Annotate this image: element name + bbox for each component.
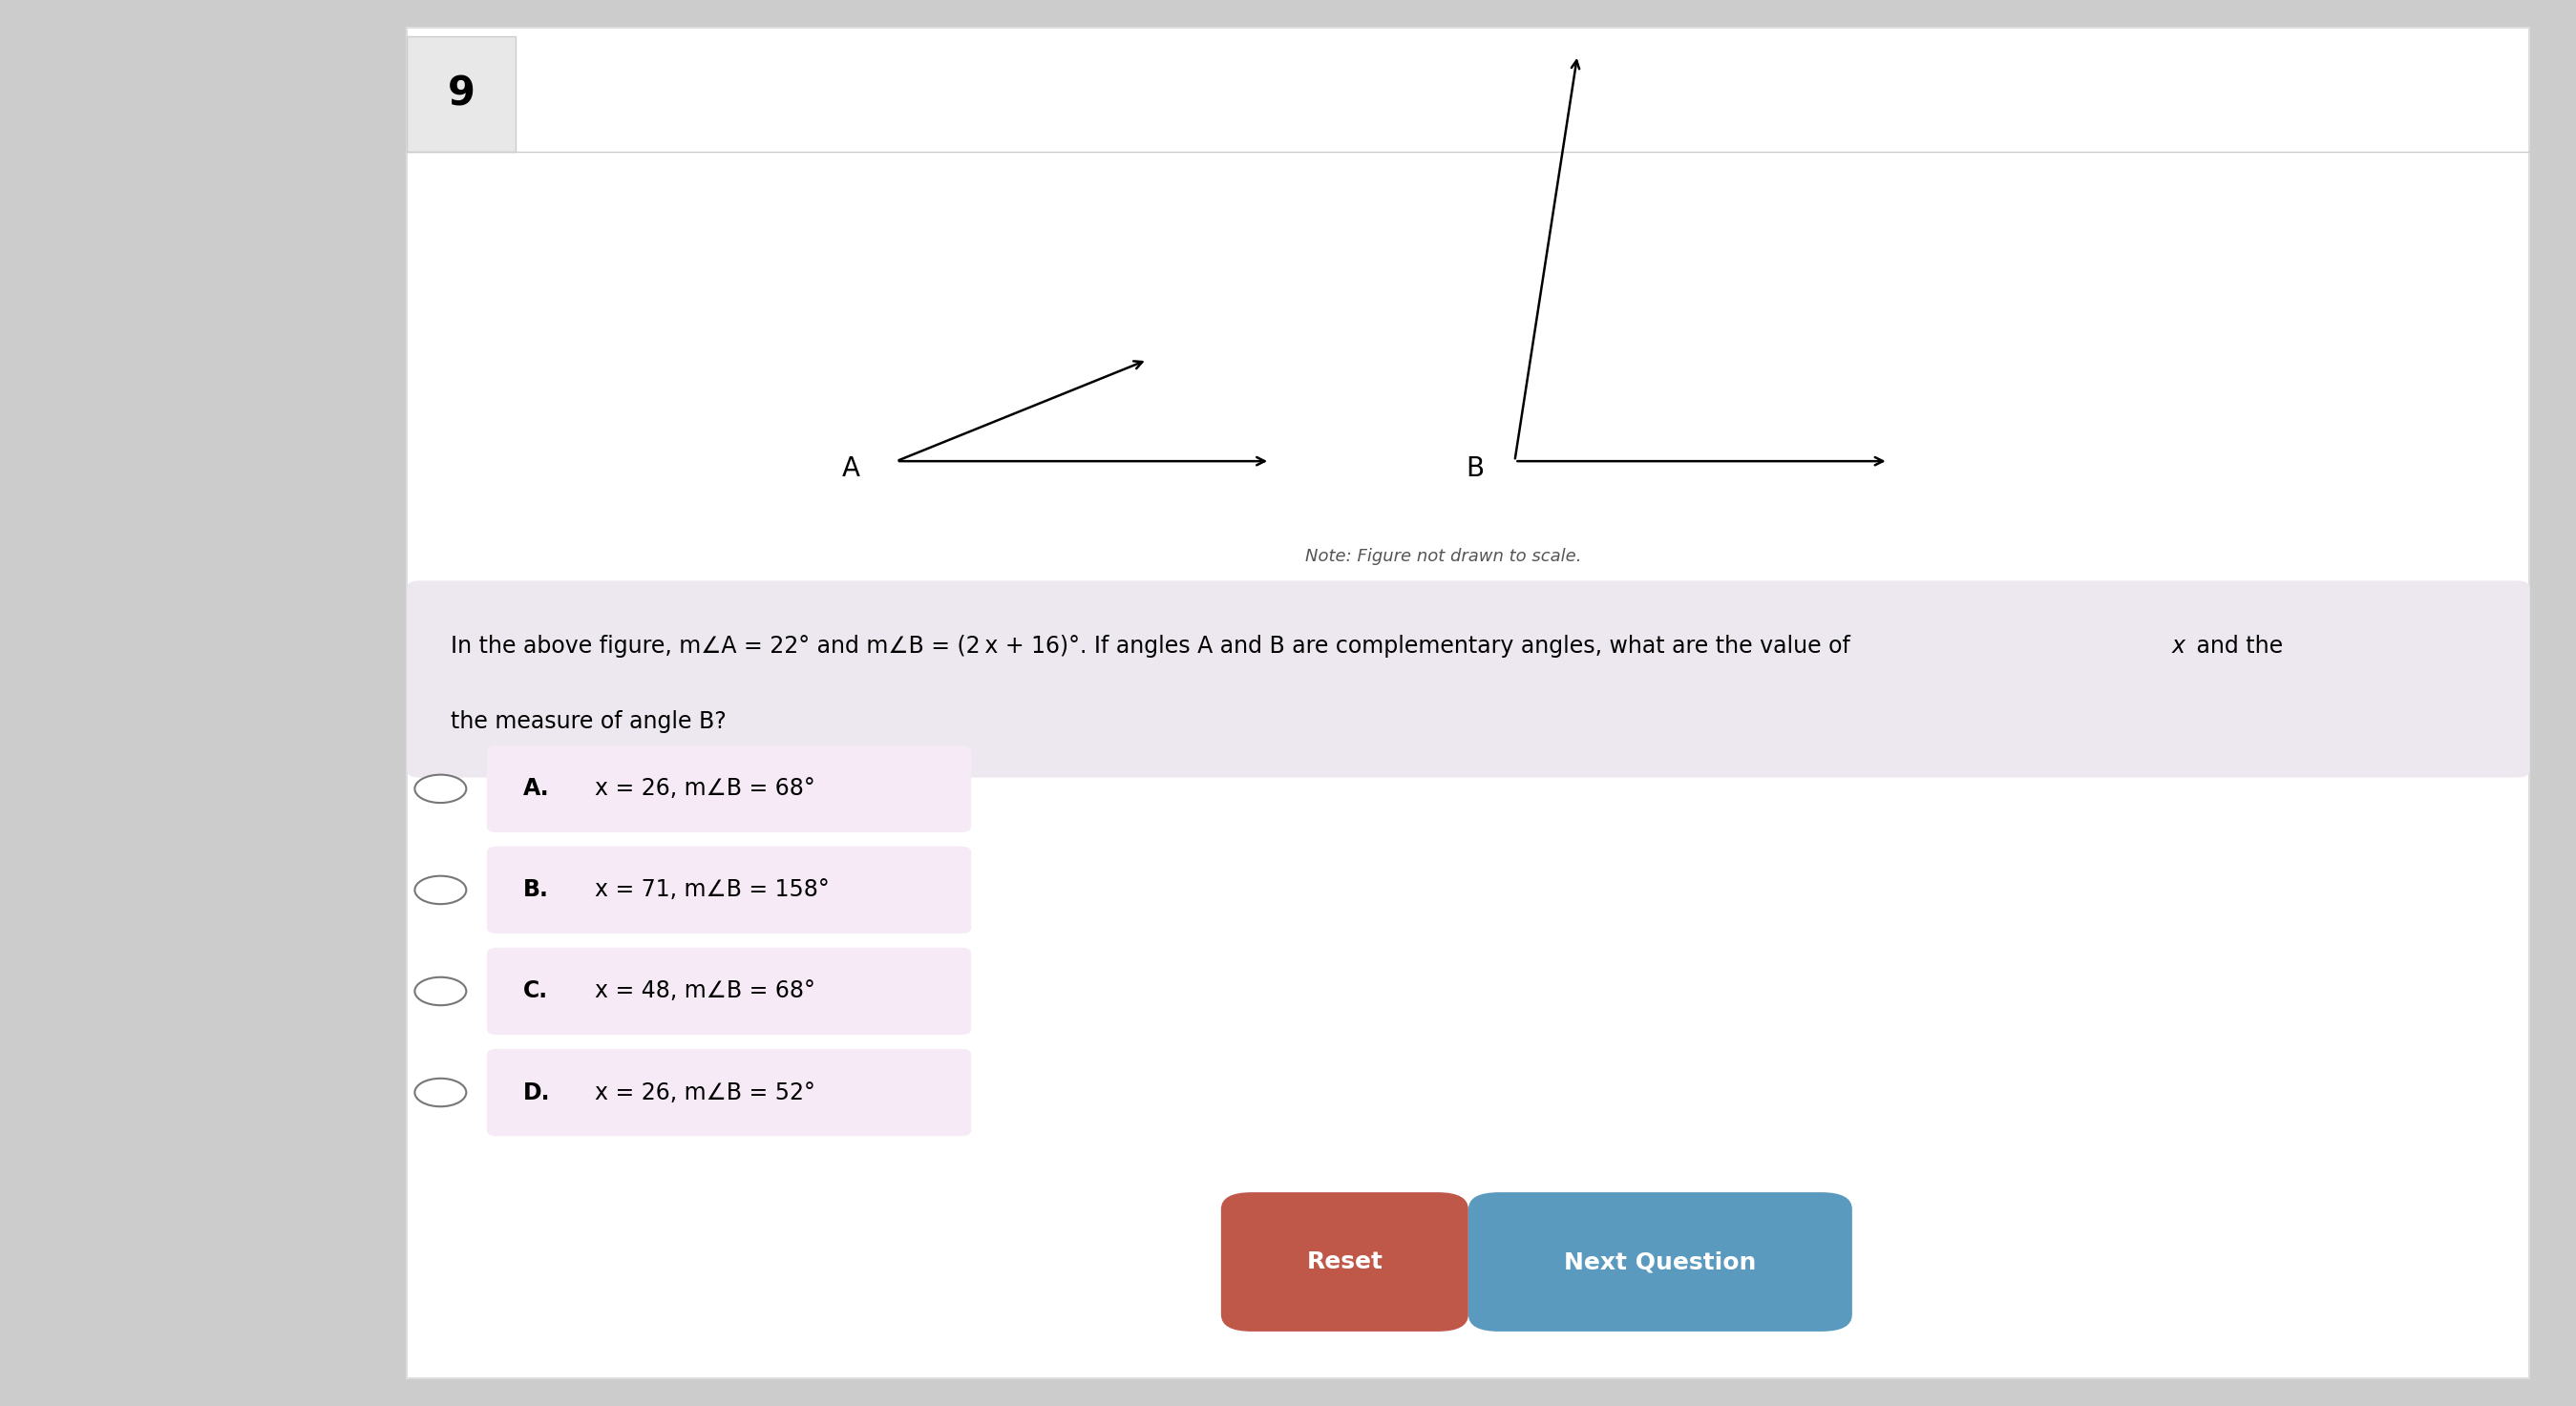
Text: A: A <box>842 454 860 482</box>
Text: the measure of angle B?: the measure of angle B? <box>451 710 726 733</box>
FancyBboxPatch shape <box>487 846 971 934</box>
Text: 9: 9 <box>448 75 474 114</box>
Text: Reset: Reset <box>1306 1250 1383 1274</box>
Text: Note: Figure not drawn to scale.: Note: Figure not drawn to scale. <box>1306 548 1582 565</box>
FancyBboxPatch shape <box>1468 1192 1852 1331</box>
Circle shape <box>415 1078 466 1107</box>
FancyBboxPatch shape <box>487 745 971 832</box>
Text: D.: D. <box>523 1081 551 1104</box>
Text: x = 26, m∠B = 52°: x = 26, m∠B = 52° <box>595 1081 817 1104</box>
Text: x = 26, m∠B = 68°: x = 26, m∠B = 68° <box>595 778 817 800</box>
Circle shape <box>415 977 466 1005</box>
FancyBboxPatch shape <box>407 581 2530 778</box>
Text: B.: B. <box>523 879 549 901</box>
Circle shape <box>415 775 466 803</box>
FancyBboxPatch shape <box>407 37 515 152</box>
FancyBboxPatch shape <box>487 948 971 1035</box>
Text: x: x <box>2172 634 2184 658</box>
Text: Next Question: Next Question <box>1564 1250 1757 1274</box>
Text: and the: and the <box>2190 634 2282 658</box>
FancyBboxPatch shape <box>1221 1192 1468 1331</box>
Text: C.: C. <box>523 980 549 1002</box>
Text: x = 71, m∠B = 158°: x = 71, m∠B = 158° <box>595 879 829 901</box>
Text: A.: A. <box>523 778 549 800</box>
Circle shape <box>415 876 466 904</box>
Text: In the above figure, m∠A = 22° and m∠B = (2 x + 16)°. If angles A and B are comp: In the above figure, m∠A = 22° and m∠B =… <box>451 634 1857 658</box>
FancyBboxPatch shape <box>407 28 2530 1378</box>
Text: B: B <box>1466 454 1484 482</box>
FancyBboxPatch shape <box>487 1049 971 1136</box>
Text: x = 48, m∠B = 68°: x = 48, m∠B = 68° <box>595 980 817 1002</box>
